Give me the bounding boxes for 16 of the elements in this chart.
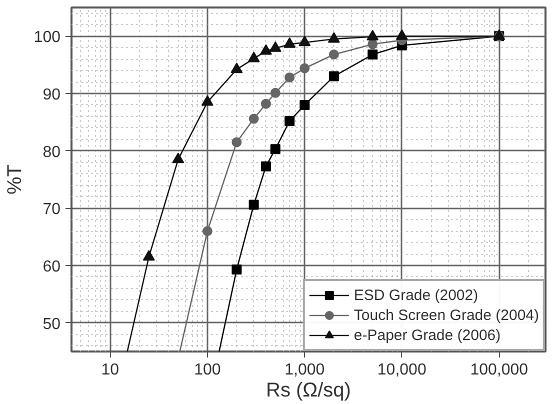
y-tick-label: 80 — [42, 144, 61, 161]
x-tick-label: 10,000 — [377, 362, 426, 378]
x-tick-label: 10 — [101, 362, 120, 378]
x-tick-label: 100,000 — [470, 362, 528, 378]
y-tick-label: 70 — [42, 201, 61, 218]
y-tick-label: 90 — [42, 86, 61, 104]
x-axis-title: Rs (Ω/sq) — [266, 380, 351, 402]
y-axis-title: %T — [4, 164, 26, 194]
x-tick-label: 1,000 — [284, 362, 325, 378]
y-tick-label: 50 — [42, 316, 61, 333]
y-tick-label: 100 — [34, 29, 61, 46]
x-tick-label: 100 — [194, 362, 221, 378]
legend-label: Touch Screen Grade (2004) — [354, 306, 539, 324]
legend-label: e-Paper Grade (2006) — [354, 326, 501, 344]
legend-label: ESD Grade (2002) — [354, 286, 478, 304]
y-tick-label: 60 — [42, 258, 61, 276]
